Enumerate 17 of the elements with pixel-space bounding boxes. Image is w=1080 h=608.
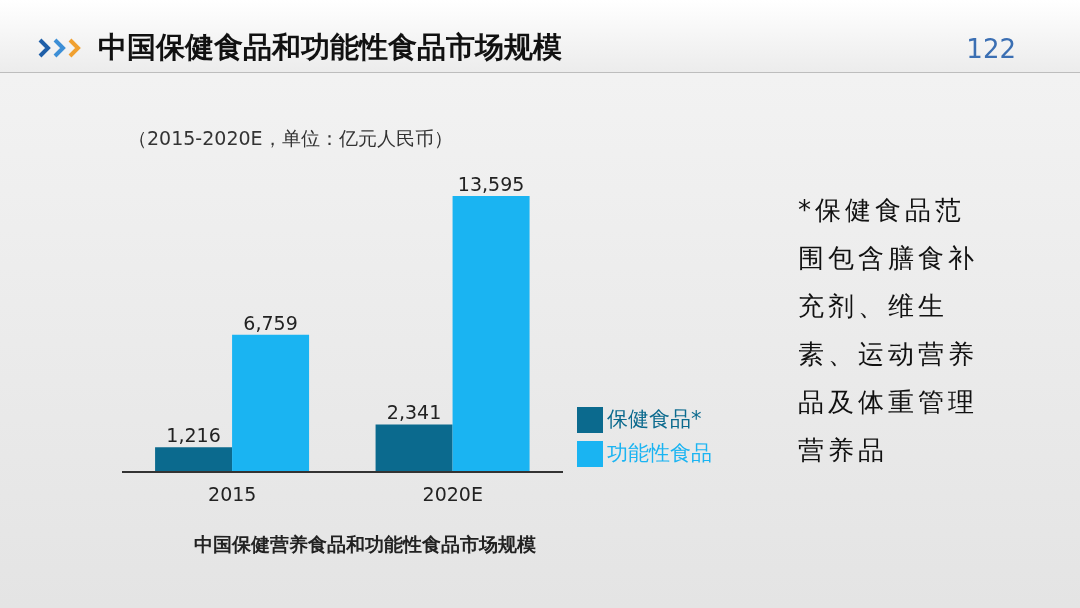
chart-subtitle: （2015-2020E，单位：亿元人民币）: [128, 126, 453, 151]
legend-label: 功能性食品: [607, 441, 712, 465]
bar: [375, 424, 453, 472]
data-label: 2,341: [386, 401, 442, 424]
x-tick-label: 2020E: [422, 483, 483, 506]
x-tick-label: 2015: [208, 483, 257, 506]
bar: [155, 447, 233, 472]
text: 中国保健营养食品和功能性食品市场规模: [194, 532, 536, 557]
bar: [452, 196, 530, 472]
bar: [232, 334, 310, 472]
data-label: 13,595: [457, 173, 525, 195]
chart-title: 中国保健食品和功能性食品市场规模: [98, 29, 562, 66]
data-label: 6,759: [243, 311, 298, 334]
text: 122: [966, 34, 1016, 64]
legend-label: 保健食品*: [607, 407, 702, 431]
data-label: 1,216: [166, 424, 221, 447]
text: *保健食品范围包含膳食补充剂、维生素、运动营养品及体重管理营养品: [798, 194, 979, 467]
